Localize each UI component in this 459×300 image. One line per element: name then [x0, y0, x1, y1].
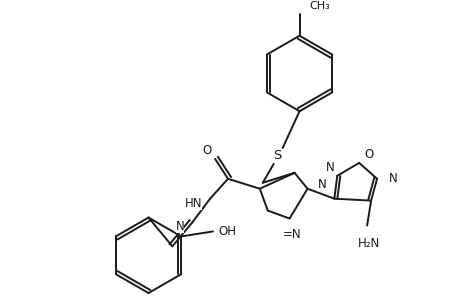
Text: N: N	[325, 161, 334, 174]
Text: O: O	[364, 148, 373, 161]
Text: OH: OH	[218, 225, 235, 238]
Text: N: N	[317, 178, 325, 191]
Text: =N: =N	[282, 229, 300, 242]
Text: N: N	[388, 172, 397, 185]
Text: O: O	[202, 145, 211, 158]
Text: S: S	[273, 149, 281, 162]
Text: CH₃: CH₃	[309, 1, 330, 11]
Text: HN: HN	[184, 197, 202, 210]
Text: H₂N: H₂N	[357, 237, 380, 250]
Text: N: N	[175, 220, 184, 233]
